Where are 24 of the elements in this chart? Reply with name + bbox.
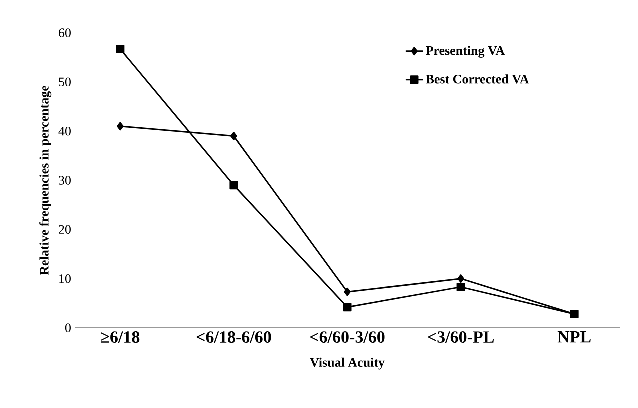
y-tick-label: 0: [65, 324, 71, 332]
point: [230, 181, 238, 190]
x-axis-title: Visual Acuity: [310, 358, 385, 370]
y-tick-label: 50: [59, 78, 71, 87]
y-tick-label: 60: [59, 28, 71, 38]
point: [230, 132, 238, 141]
x-tick-label: <6/60-3/60: [310, 332, 385, 344]
legend-label: Presenting VA: [426, 46, 506, 58]
point: [116, 44, 125, 54]
x-tick-label: NPL: [558, 332, 591, 343]
legend-label: Best Corrected VA: [426, 74, 530, 84]
x-tick-label: <3/60-PL: [428, 332, 494, 344]
y-tick-label: 30: [59, 176, 71, 185]
x-tick-label: ≥6/18: [101, 332, 140, 344]
point: [458, 274, 464, 284]
x-tick-label: <6/18-6/60: [196, 332, 272, 344]
point: [344, 288, 351, 296]
point: [343, 303, 352, 312]
y-axis-title: Relative frequencies in percentage: [40, 86, 52, 276]
y-tick-label: 40: [58, 126, 71, 136]
y-tick-label: 10: [60, 274, 71, 284]
point: [117, 122, 124, 131]
y-tick-label: 20: [59, 225, 71, 234]
point: [456, 282, 466, 292]
